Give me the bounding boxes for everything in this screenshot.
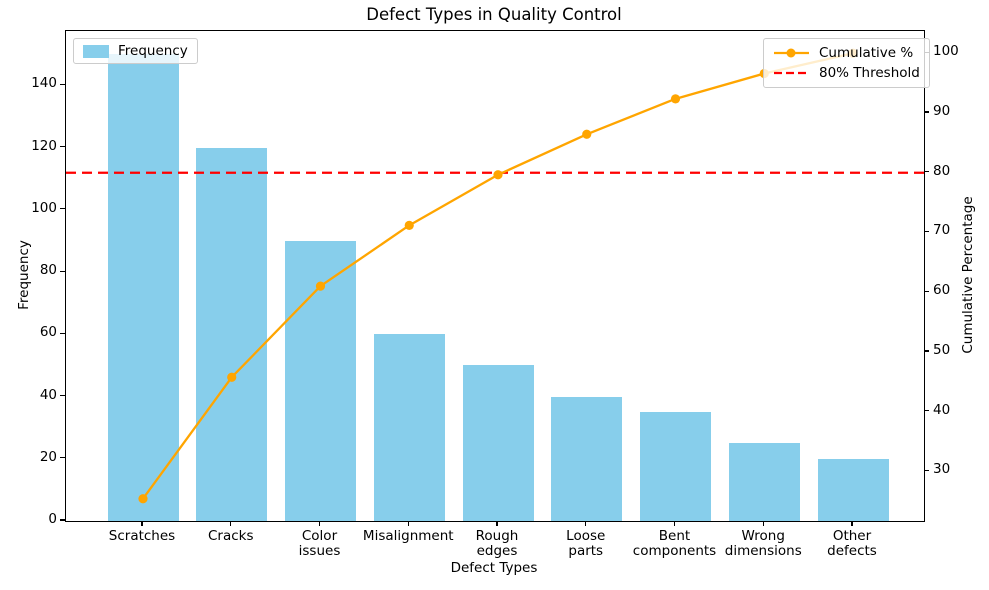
y-tick-label-right: 50 — [933, 341, 951, 358]
cumulative-marker — [670, 94, 681, 104]
frequency-swatch — [83, 44, 109, 58]
y-tick-label-right: 30 — [933, 461, 951, 478]
tick-mark — [60, 208, 65, 210]
tick-mark — [60, 83, 65, 86]
legend-cumulative-item: Cumulative % — [773, 43, 920, 63]
frequency-bar — [107, 54, 179, 521]
tick-mark — [762, 521, 764, 526]
tick-mark — [924, 230, 929, 233]
tick-mark — [318, 521, 321, 526]
y-tick-label-right: 100 — [933, 43, 959, 60]
x-tick-label: Bent components — [632, 528, 717, 560]
tick-mark — [60, 332, 65, 334]
line-overlay — [66, 48, 924, 504]
y-tick-label-right: 60 — [933, 282, 951, 299]
legend-frequency-label: Frequency — [118, 43, 188, 59]
frequency-bar — [373, 334, 445, 521]
frequency-bar — [551, 396, 623, 521]
tick-mark — [924, 290, 929, 292]
tick-mark — [230, 521, 232, 526]
cumulative-marker — [582, 129, 592, 139]
threshold-dash-sample-icon — [774, 71, 809, 75]
x-tick-label: Rough edges — [475, 528, 519, 560]
legend-cumulative: Cumulative % 80% Threshold — [763, 38, 930, 88]
y-tick-label-right: 40 — [933, 401, 951, 418]
y-tick-label-left: 40 — [39, 386, 57, 403]
tick-mark — [673, 521, 676, 526]
tick-mark — [496, 521, 498, 526]
x-tick-label: Cracks — [207, 528, 254, 544]
tick-mark — [851, 521, 853, 526]
tick-mark — [407, 521, 409, 526]
tick-mark — [924, 111, 929, 113]
y-tick-label-left: 60 — [39, 324, 57, 341]
cumulative-marker — [315, 281, 326, 291]
tick-mark — [924, 469, 929, 471]
legend-frequency-item: Frequency — [83, 43, 188, 59]
y-tick-label-left: 80 — [39, 262, 57, 279]
frequency-bar — [817, 458, 889, 521]
x-axis-label: Defect Types — [450, 560, 538, 576]
plot-area — [65, 30, 925, 522]
cumulative-marker — [227, 372, 237, 382]
cumulative-marker — [493, 170, 503, 180]
y-tick-label-left: 120 — [31, 137, 57, 154]
y-tick-label-right: 70 — [933, 222, 951, 239]
tick-mark — [585, 521, 587, 526]
x-tick-label: Other defects — [827, 528, 877, 560]
chart-title: Defect Types in Quality Control — [366, 5, 622, 24]
x-tick-label: Misalignment — [362, 528, 454, 544]
y-tick-label-left: 0 — [48, 511, 57, 527]
y-tick-label-right: 80 — [933, 162, 951, 179]
legend-threshold-item: 80% Threshold — [773, 63, 920, 83]
frequency-bar — [462, 365, 534, 521]
x-tick-label: Wrong dimensions — [724, 528, 802, 560]
x-tick-label: Scratches — [108, 528, 176, 544]
tick-mark — [60, 457, 65, 459]
frequency-bar — [728, 443, 800, 521]
cumulative-marker — [138, 494, 148, 504]
tick-mark — [60, 146, 65, 148]
right-axis-label: Cumulative Percentage — [960, 196, 976, 354]
tick-mark — [60, 519, 65, 521]
y-tick-label-left: 100 — [31, 199, 57, 216]
tick-mark — [60, 394, 65, 397]
legend-threshold-label: 80% Threshold — [819, 65, 920, 81]
cumulative-line — [142, 52, 854, 500]
cumulative-line-sample-icon — [774, 48, 809, 58]
y-tick-label-left: 140 — [31, 75, 57, 92]
tick-mark — [141, 521, 143, 526]
x-tick-label: Loose parts — [566, 528, 606, 560]
frequency-bar — [640, 412, 711, 521]
legend-frequency: Frequency — [73, 38, 198, 64]
legend-cumulative-label: Cumulative % — [819, 45, 914, 61]
x-tick-label: Color issues — [298, 528, 341, 560]
frequency-bar — [196, 147, 268, 521]
y-tick-label-left: 20 — [39, 448, 57, 465]
cumulative-marker — [404, 220, 414, 230]
tick-mark — [60, 270, 65, 272]
tick-mark — [924, 171, 929, 173]
y-tick-label-right: 90 — [933, 103, 951, 119]
tick-mark — [924, 410, 929, 412]
tick-mark — [924, 350, 929, 352]
